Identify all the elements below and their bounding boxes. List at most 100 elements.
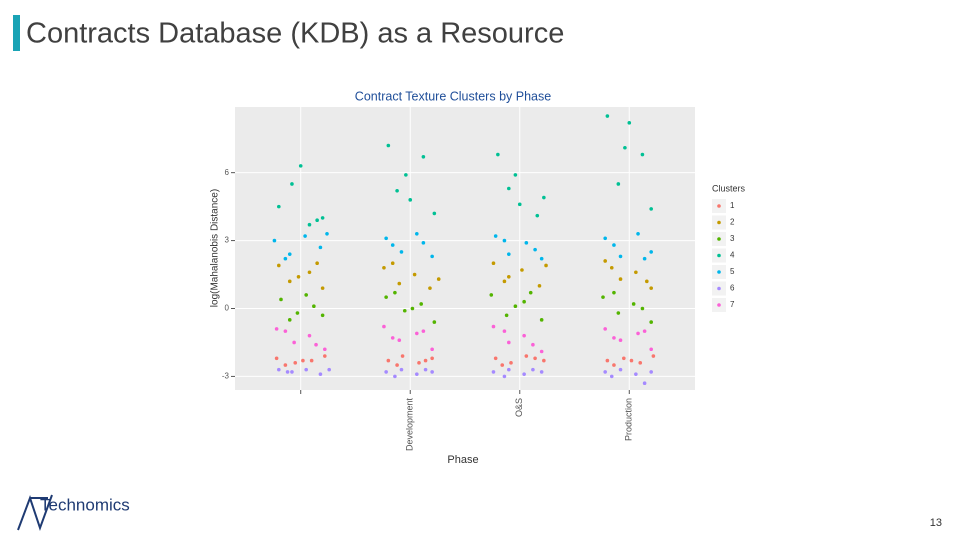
point: [636, 331, 640, 336]
point: [430, 356, 434, 361]
point: [612, 336, 616, 340]
legend-swatch: [717, 220, 721, 225]
point: [430, 370, 434, 374]
point: [415, 372, 419, 376]
point: [627, 121, 632, 125]
point: [432, 211, 437, 216]
point: [491, 261, 496, 266]
point: [603, 236, 607, 241]
point: [618, 367, 623, 372]
point: [301, 358, 305, 363]
legend-label: 2: [730, 218, 735, 227]
y-tick-label: 3: [225, 236, 230, 245]
point: [287, 318, 292, 322]
point: [293, 361, 298, 365]
point: [430, 254, 434, 259]
point: [507, 186, 511, 191]
point: [320, 313, 325, 318]
point: [415, 331, 419, 336]
point: [535, 213, 540, 218]
page-number: 13: [930, 517, 942, 529]
point: [325, 231, 329, 236]
point: [404, 173, 408, 177]
point: [509, 361, 513, 365]
logo-mark: [17, 494, 53, 532]
logo-text: Technomics: [40, 495, 130, 514]
chart-title: Contract Texture Clusters by Phase: [355, 89, 551, 103]
point: [539, 318, 544, 322]
legend-label: 1: [730, 201, 735, 210]
point: [296, 275, 301, 279]
point: [393, 290, 397, 295]
point: [618, 277, 623, 281]
point: [384, 295, 388, 299]
point: [428, 286, 432, 290]
point: [649, 286, 653, 290]
point: [649, 370, 653, 374]
point: [430, 347, 434, 352]
legend-swatch: [717, 237, 721, 241]
point: [645, 279, 649, 284]
point: [421, 241, 426, 245]
point: [292, 340, 296, 345]
point: [493, 356, 498, 361]
point: [502, 238, 507, 243]
y-tick-label: -3: [222, 372, 230, 381]
point: [390, 261, 395, 266]
point: [320, 216, 325, 220]
legend-swatch: [717, 303, 721, 307]
point: [603, 370, 607, 374]
point: [423, 367, 428, 372]
point: [642, 381, 647, 386]
point: [504, 313, 509, 318]
point: [524, 241, 529, 245]
legend-swatch: [717, 204, 721, 208]
point: [531, 367, 535, 372]
point: [309, 358, 314, 363]
point: [507, 340, 511, 345]
point: [638, 361, 643, 365]
point: [382, 265, 386, 270]
point: [390, 243, 395, 247]
point: [417, 361, 421, 365]
point: [618, 254, 623, 259]
plot-panel: [235, 107, 695, 390]
point: [528, 290, 533, 295]
point: [520, 268, 524, 272]
legend-swatch: [717, 270, 721, 274]
point: [601, 295, 605, 299]
point: [612, 290, 616, 295]
point: [307, 333, 312, 338]
point: [393, 374, 397, 379]
legend-label: 3: [730, 234, 735, 243]
point: [539, 370, 544, 374]
point: [400, 354, 405, 358]
point: [290, 182, 294, 186]
point: [618, 338, 623, 342]
point: [502, 374, 507, 379]
y-tick-label: 0: [225, 304, 230, 313]
point: [605, 114, 610, 118]
point: [542, 195, 546, 200]
point: [382, 324, 386, 329]
point: [623, 145, 627, 150]
point: [491, 370, 496, 374]
point: [395, 188, 399, 193]
point: [290, 370, 294, 374]
point: [274, 327, 279, 331]
point: [384, 236, 388, 241]
y-axis-label: log(Mahalanobis Distance): [210, 189, 221, 307]
point: [539, 349, 544, 354]
point: [285, 370, 290, 374]
point: [277, 263, 281, 268]
point: [544, 263, 548, 268]
point: [274, 356, 279, 361]
legend-label: 6: [730, 284, 735, 293]
point: [616, 182, 621, 186]
point: [327, 367, 331, 372]
point: [295, 311, 300, 315]
point: [283, 329, 288, 333]
point: [609, 265, 614, 270]
point: [537, 284, 542, 288]
